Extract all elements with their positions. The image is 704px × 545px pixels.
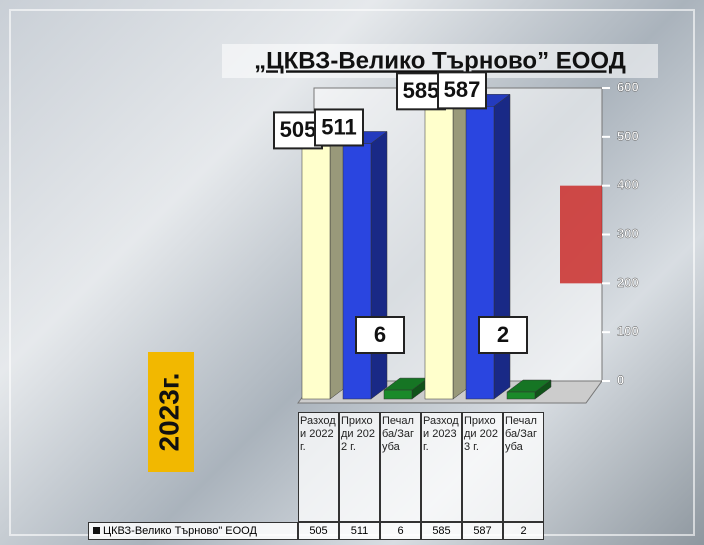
table-value: 6	[380, 522, 421, 540]
data-label-box	[478, 316, 528, 354]
table-value: 511	[339, 522, 380, 540]
y-tick-label: 200	[617, 275, 639, 290]
y-tick-label: 500	[617, 128, 639, 143]
table-value: 585	[421, 522, 462, 540]
table-value: 587	[462, 522, 503, 540]
y-tick-label: 100	[617, 324, 639, 339]
chart-title: „ЦКВЗ-Велико Търново” ЕООД	[254, 47, 626, 74]
data-label-box	[437, 71, 487, 110]
category-cell: Разходи 2023 г.	[421, 412, 462, 522]
wall-stripe	[560, 185, 602, 284]
legend-label: ЦКВЗ-Велико Търново" ЕООД	[103, 525, 257, 537]
data-label-box	[314, 108, 364, 147]
bar-side	[370, 130, 388, 400]
bar	[424, 107, 454, 400]
data-label: 587	[444, 77, 481, 102]
data-label: 2	[497, 322, 509, 347]
data-label: 585	[403, 78, 440, 103]
bar	[465, 106, 495, 400]
category-cell: Разходи 2022 г.	[298, 412, 339, 522]
bar	[506, 391, 536, 400]
table-value: 2	[503, 522, 544, 540]
bar	[342, 143, 372, 400]
bar	[301, 146, 331, 400]
data-label: 511	[321, 114, 357, 139]
data-label: 6	[374, 322, 386, 347]
data-label-box	[355, 316, 405, 354]
category-cell: Печалба/Загуба	[380, 412, 421, 522]
legend-swatch	[93, 527, 100, 534]
y-tick-label: 0	[617, 372, 624, 387]
badge	[148, 352, 194, 472]
data-label: 505	[280, 117, 317, 142]
bar	[383, 389, 413, 400]
y-tick-label: 400	[617, 177, 639, 192]
table-value: 505	[298, 522, 339, 540]
category-cell: Приходи 2023 г.	[462, 412, 503, 522]
y-tick-label: 300	[617, 226, 639, 241]
badge-text: 2023г.	[153, 373, 184, 452]
category-cell: Приходи 2022 г.	[339, 412, 380, 522]
legend-cell: ЦКВЗ-Велико Търново" ЕООД	[88, 522, 298, 540]
category-cell: Печалба/Загуба	[503, 412, 544, 522]
y-tick-label: 600	[617, 79, 639, 94]
